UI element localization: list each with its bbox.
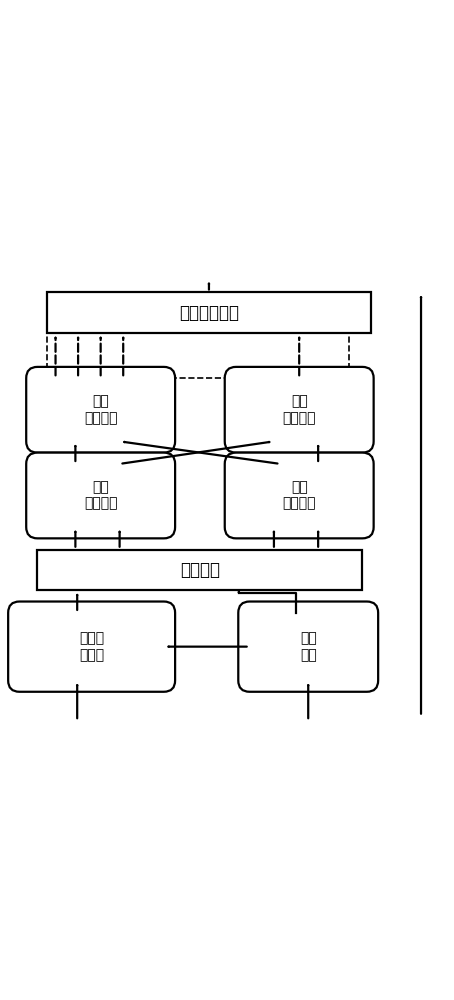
FancyBboxPatch shape — [8, 602, 175, 692]
Text: 蝶形
运算单元: 蝶形 运算单元 — [282, 480, 316, 511]
Text: 蝶形
运算单元: 蝶形 运算单元 — [282, 395, 316, 425]
Text: 数据翻
转单元: 数据翻 转单元 — [79, 632, 104, 662]
FancyBboxPatch shape — [238, 602, 378, 692]
Text: 控制
单元: 控制 单元 — [300, 632, 316, 662]
Text: 蝶形
运算单元: 蝶形 运算单元 — [84, 480, 118, 511]
Bar — [46, 292, 371, 333]
Text: 输出总线单元: 输出总线单元 — [179, 304, 239, 322]
FancyBboxPatch shape — [26, 453, 175, 538]
Bar — [38, 550, 362, 590]
Text: 存储单元: 存储单元 — [180, 561, 220, 579]
FancyBboxPatch shape — [26, 367, 175, 453]
FancyBboxPatch shape — [225, 367, 374, 453]
Text: 蝶形
运算单元: 蝶形 运算单元 — [84, 395, 118, 425]
FancyBboxPatch shape — [225, 453, 374, 538]
